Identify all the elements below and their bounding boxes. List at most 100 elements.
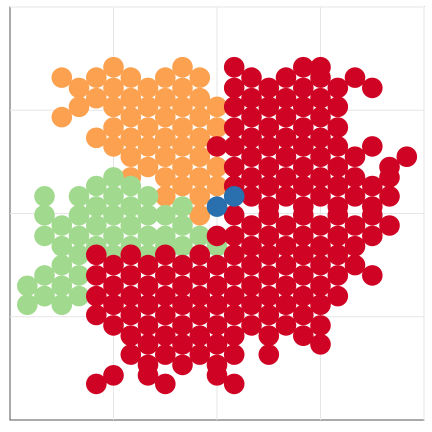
red-point bbox=[293, 285, 314, 307]
red-point bbox=[155, 344, 176, 365]
red-point bbox=[293, 304, 314, 326]
red-point bbox=[189, 344, 211, 365]
red-point bbox=[258, 96, 280, 118]
red-point bbox=[293, 225, 314, 247]
red-point bbox=[241, 294, 262, 316]
red-point bbox=[223, 265, 245, 286]
red-point bbox=[396, 146, 418, 167]
red-point bbox=[223, 244, 245, 266]
red-point bbox=[275, 215, 297, 236]
red-point bbox=[275, 67, 297, 88]
red-point bbox=[310, 334, 331, 355]
red-point bbox=[310, 167, 331, 188]
green-point bbox=[68, 285, 90, 307]
orange-point bbox=[103, 56, 124, 78]
red-point bbox=[310, 294, 331, 316]
red-point bbox=[241, 315, 262, 336]
red-point bbox=[275, 254, 297, 276]
green-point bbox=[137, 186, 159, 207]
green-point bbox=[51, 235, 73, 257]
red-point bbox=[86, 373, 107, 395]
red-point bbox=[120, 285, 142, 307]
red-point bbox=[103, 254, 124, 276]
orange-point bbox=[155, 87, 176, 109]
red-point bbox=[293, 204, 314, 226]
red-point bbox=[310, 275, 331, 297]
red-point bbox=[172, 354, 193, 376]
green-point bbox=[137, 225, 159, 247]
orange-point bbox=[172, 156, 193, 178]
red-point bbox=[241, 106, 262, 128]
red-point bbox=[293, 77, 314, 99]
green-point bbox=[120, 196, 142, 217]
red-point bbox=[86, 285, 107, 307]
red-point bbox=[327, 225, 349, 247]
red-point bbox=[344, 254, 366, 276]
red-point bbox=[275, 315, 297, 336]
red-point bbox=[258, 77, 280, 99]
green-point bbox=[86, 215, 107, 236]
orange-point bbox=[172, 175, 193, 197]
red-point bbox=[327, 96, 349, 118]
red-point bbox=[275, 87, 297, 109]
orange-point bbox=[206, 156, 228, 178]
orange-point bbox=[206, 117, 228, 138]
orange-point bbox=[103, 77, 124, 99]
red-point bbox=[120, 244, 142, 266]
orange-point bbox=[155, 106, 176, 128]
red-point bbox=[344, 215, 366, 236]
red-point bbox=[293, 175, 314, 197]
red-point bbox=[344, 67, 366, 88]
red-point bbox=[275, 186, 297, 207]
green-point bbox=[68, 186, 90, 207]
red-point bbox=[258, 204, 280, 226]
red-point bbox=[362, 136, 383, 157]
red-point bbox=[362, 204, 383, 226]
red-point bbox=[327, 117, 349, 138]
red-point bbox=[86, 304, 107, 326]
green-point bbox=[51, 275, 73, 297]
red-point bbox=[362, 265, 383, 286]
red-point bbox=[172, 315, 193, 336]
blue-point bbox=[223, 186, 245, 207]
green-point bbox=[103, 225, 124, 247]
red-point bbox=[137, 315, 159, 336]
orange-point bbox=[103, 117, 124, 138]
red-point bbox=[362, 225, 383, 247]
green-point bbox=[68, 265, 90, 286]
green-point bbox=[137, 204, 159, 226]
red-point bbox=[293, 136, 314, 157]
red-point bbox=[258, 136, 280, 157]
orange-point bbox=[137, 156, 159, 178]
red-point bbox=[327, 136, 349, 157]
red-point bbox=[327, 285, 349, 307]
green-point bbox=[34, 265, 55, 286]
red-point bbox=[327, 265, 349, 286]
red-point bbox=[258, 344, 280, 365]
red-point bbox=[310, 215, 331, 236]
orange-point bbox=[137, 117, 159, 138]
green-point bbox=[34, 225, 55, 247]
red-point bbox=[241, 254, 262, 276]
red-point bbox=[137, 275, 159, 297]
red-point bbox=[310, 315, 331, 336]
red-point bbox=[223, 156, 245, 178]
red-point bbox=[241, 186, 262, 207]
red-point bbox=[275, 146, 297, 167]
green-point bbox=[189, 225, 211, 247]
orange-point bbox=[172, 77, 193, 99]
red-point bbox=[223, 56, 245, 78]
red-point bbox=[293, 117, 314, 138]
red-point bbox=[120, 344, 142, 365]
red-point bbox=[223, 325, 245, 347]
green-point bbox=[68, 204, 90, 226]
green-point bbox=[103, 167, 124, 188]
red-point bbox=[206, 254, 228, 276]
orange-point bbox=[103, 136, 124, 157]
red-point bbox=[223, 136, 245, 157]
red-point bbox=[103, 275, 124, 297]
red-point bbox=[223, 77, 245, 99]
green-point bbox=[51, 254, 73, 276]
red-point bbox=[120, 325, 142, 347]
